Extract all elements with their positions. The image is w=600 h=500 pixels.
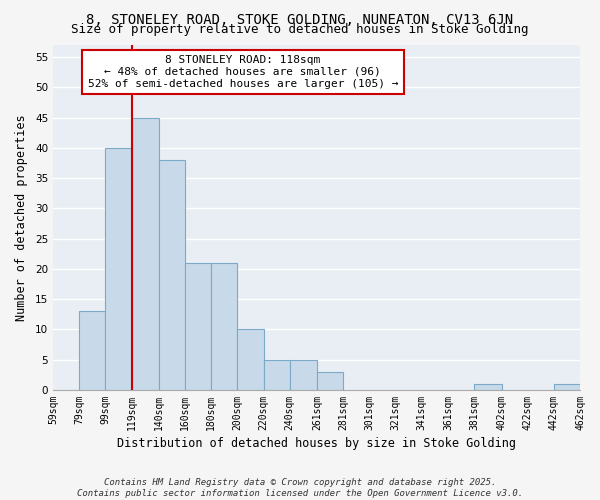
Bar xyxy=(185,263,211,390)
Bar xyxy=(238,330,263,390)
Text: 8 STONELEY ROAD: 118sqm
← 48% of detached houses are smaller (96)
52% of semi-de: 8 STONELEY ROAD: 118sqm ← 48% of detache… xyxy=(88,56,398,88)
Bar xyxy=(131,118,159,390)
Bar xyxy=(554,384,580,390)
Y-axis label: Number of detached properties: Number of detached properties xyxy=(15,114,28,321)
Bar xyxy=(263,360,290,390)
Text: 8, STONELEY ROAD, STOKE GOLDING, NUNEATON, CV13 6JN: 8, STONELEY ROAD, STOKE GOLDING, NUNEATO… xyxy=(86,12,514,26)
Bar xyxy=(106,148,131,390)
Bar xyxy=(79,312,106,390)
Bar xyxy=(474,384,502,390)
Text: Contains HM Land Registry data © Crown copyright and database right 2025.
Contai: Contains HM Land Registry data © Crown c… xyxy=(77,478,523,498)
X-axis label: Distribution of detached houses by size in Stoke Golding: Distribution of detached houses by size … xyxy=(117,437,516,450)
Bar xyxy=(317,372,343,390)
Bar xyxy=(290,360,317,390)
Bar xyxy=(159,160,185,390)
Text: Size of property relative to detached houses in Stoke Golding: Size of property relative to detached ho… xyxy=(71,22,529,36)
Bar xyxy=(211,263,238,390)
